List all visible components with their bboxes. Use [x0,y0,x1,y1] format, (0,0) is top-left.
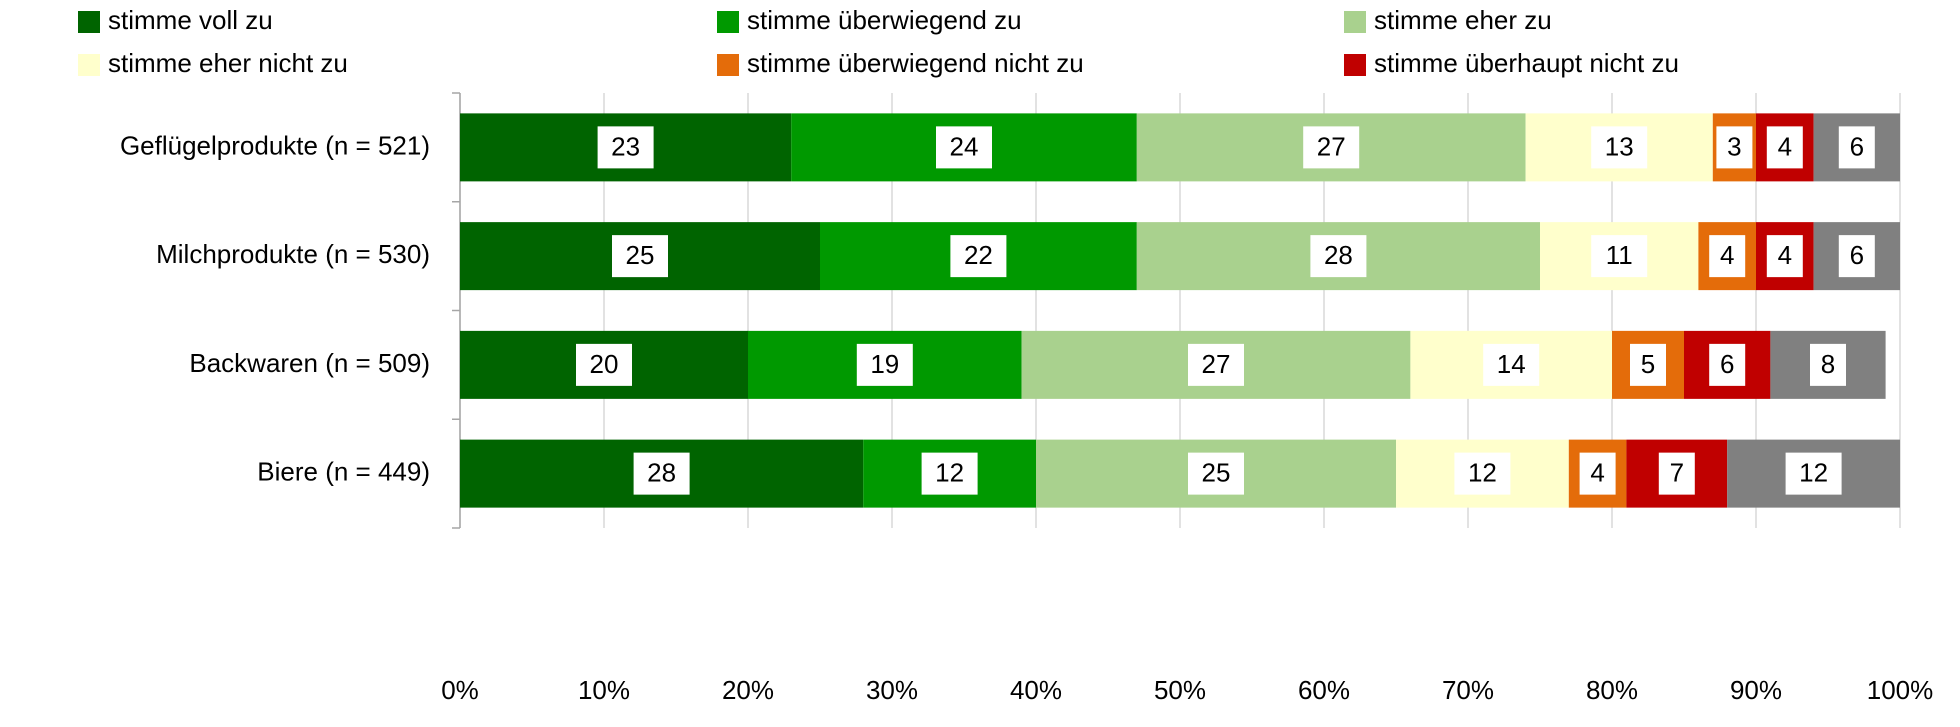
data-label-box [936,126,992,169]
data-label: 20 [590,349,619,379]
x-tick-label: 20% [722,675,774,705]
data-label: 24 [950,131,979,161]
data-label: 13 [1605,131,1634,161]
data-label-box [1838,126,1875,169]
data-label: 12 [1468,458,1497,488]
data-label: 23 [611,131,640,161]
data-label-box [597,126,654,169]
x-tick-label: 0% [441,675,479,705]
data-label-box [1591,235,1648,278]
data-label: 12 [935,458,964,488]
data-label: 4 [1778,240,1792,270]
data-label: 19 [870,349,899,379]
data-label-box [1766,126,1803,169]
data-label-box [1709,235,1746,278]
x-tick-label: 100% [1867,675,1934,705]
legend-swatch [1344,54,1366,76]
data-label-box [1709,343,1746,386]
data-label-box [576,343,632,386]
legend-swatch [1344,11,1366,33]
data-label-box [1483,343,1540,386]
data-label: 12 [1799,458,1828,488]
data-label-box [856,343,913,386]
legend-label: stimme eher zu [1374,5,1552,35]
y-tick-label: Biere (n = 449) [257,457,430,487]
data-label-box [1785,452,1842,495]
data-label: 28 [647,458,676,488]
legend-label: stimme voll zu [108,5,273,35]
data-label: 14 [1497,349,1526,379]
data-label: 6 [1720,349,1734,379]
data-label-box [1716,126,1753,169]
data-label: 8 [1821,349,1835,379]
data-label: 27 [1202,349,1231,379]
legend-label: stimme überwiegend nicht zu [747,48,1084,78]
legend-swatch [78,11,100,33]
data-label-box [1188,343,1244,386]
x-tick-label: 30% [866,675,918,705]
legend-label: stimme überhaupt nicht zu [1374,48,1679,78]
data-label-box [921,452,978,495]
data-label-box [1810,343,1846,386]
data-label: 25 [1202,458,1231,488]
data-label: 11 [1606,240,1633,270]
data-label-box [612,235,668,278]
data-label-box [1579,452,1616,495]
data-label-box [1454,452,1511,495]
legend-box [10,0,1900,88]
legend-swatch [78,54,100,76]
data-label-box [1310,235,1367,278]
data-label: 28 [1324,240,1353,270]
legend-label: stimme überwiegend zu [747,5,1022,35]
y-tick-label: Milchprodukte (n = 530) [156,239,430,269]
x-tick-label: 50% [1154,675,1206,705]
data-label: 4 [1590,458,1604,488]
legend-label: stimme eher nicht zu [108,48,348,78]
x-tick-label: 90% [1730,675,1782,705]
data-label: 4 [1778,131,1792,161]
data-label: 6 [1850,131,1864,161]
data-label-box [1591,126,1648,169]
data-label-box [1188,452,1244,495]
data-label-box [633,452,690,495]
data-label-box [1658,452,1695,495]
x-tick-label: 60% [1298,675,1350,705]
data-label: 5 [1641,349,1655,379]
x-tick-label: 40% [1010,675,1062,705]
data-label-box [1630,343,1666,386]
legend-swatch [717,54,739,76]
x-tick-label: 80% [1586,675,1638,705]
data-label: 6 [1850,240,1864,270]
data-label: 25 [626,240,655,270]
y-tick-label: Geflügelprodukte (n = 521) [120,130,430,160]
data-label-box [1303,126,1360,169]
legend-swatch [717,11,739,33]
data-label: 3 [1727,131,1741,161]
data-label-box [1838,235,1875,278]
data-label: 27 [1317,131,1346,161]
y-tick-label: Backwaren (n = 509) [189,348,430,378]
data-label: 4 [1720,240,1734,270]
data-label: 22 [964,240,993,270]
x-tick-label: 70% [1442,675,1494,705]
data-label: 7 [1670,458,1684,488]
data-label-box [1766,235,1803,278]
x-tick-label: 10% [578,675,630,705]
data-label-box [950,235,1007,278]
